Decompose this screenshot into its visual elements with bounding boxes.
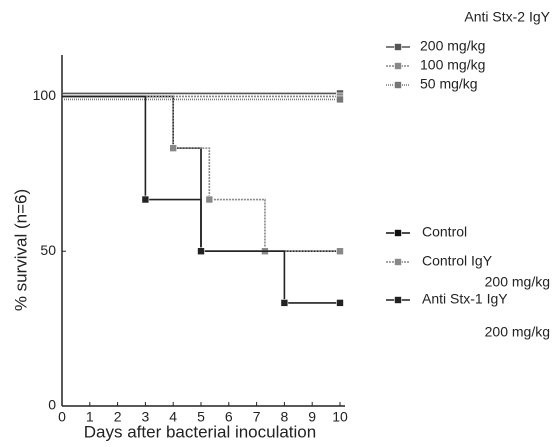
data-point [197, 247, 205, 256]
legend-marker [394, 43, 402, 51]
legend-label: 200 mg/kg [420, 38, 485, 54]
x-tick-label: 8 [281, 409, 289, 425]
survival-line [62, 95, 340, 304]
x-tick-label: 1 [86, 409, 94, 425]
y-tick-label: 50 [40, 242, 56, 258]
x-tick-label: 6 [225, 409, 233, 425]
x-tick-label: 3 [142, 409, 150, 425]
data-point [280, 299, 289, 307]
y-tick-label: 0 [48, 397, 56, 413]
legend-marker [394, 296, 402, 304]
legend-title: Anti Stx-2 IgY [464, 9, 550, 25]
legend-label: 50 mg/kg [420, 76, 478, 92]
x-tick-label: 4 [169, 409, 177, 425]
legend-label: Anti Stx-1 IgY [422, 291, 508, 307]
x-axis-label: Days after bacterial inoculation [84, 422, 316, 441]
legend-marker [394, 229, 402, 237]
y-tick-label: 100 [33, 87, 57, 103]
legend-marker [394, 81, 402, 89]
survival-line [62, 95, 340, 253]
data-point [336, 247, 344, 256]
x-tick-label: 0 [58, 409, 66, 425]
legend-label: Control [422, 224, 467, 240]
legend-label: 200 mg/kg [485, 324, 550, 340]
data-point [336, 299, 344, 307]
data-point [169, 144, 177, 152]
legend-marker [394, 258, 402, 266]
y-axis-label: % survival (n=6) [11, 189, 30, 311]
x-tick-label: 2 [114, 409, 122, 425]
data-point [336, 95, 344, 104]
x-tick-label: 7 [253, 409, 261, 425]
x-tick-label: 9 [308, 409, 316, 425]
legend-label: 200 mg/kg [485, 274, 550, 290]
legend-label: 100 mg/kg [420, 57, 485, 73]
legend-marker [394, 62, 402, 70]
data-point [141, 195, 150, 204]
x-tick-label: 5 [197, 409, 205, 425]
x-tick-label: 10 [332, 409, 348, 425]
data-point [205, 195, 214, 204]
legend-label: Control IgY [422, 253, 493, 269]
